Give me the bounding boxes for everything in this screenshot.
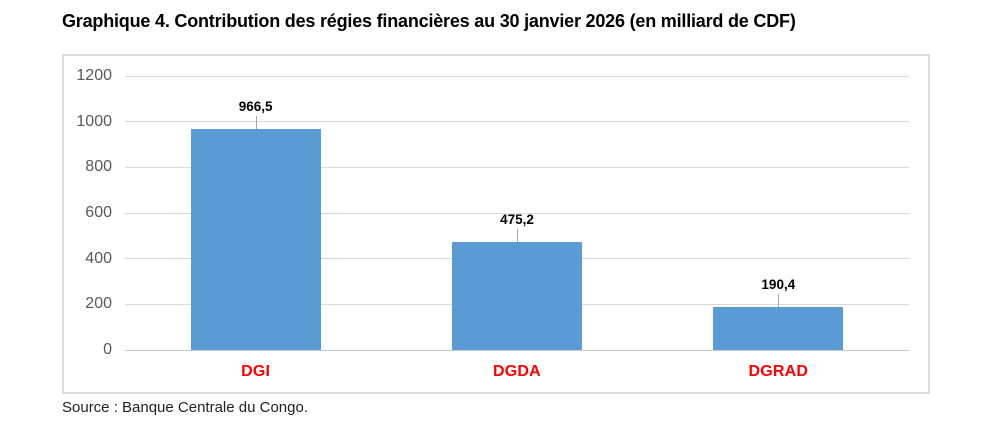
data-label-leader-DGI (255, 116, 257, 130)
gridline-0 (125, 349, 909, 351)
gridline-1000 (125, 121, 909, 123)
y-tick-label-1000: 1000 (76, 112, 112, 130)
chart-frame: 0 200 400 600 800 1000 1200 966,5 475,2 190,4 DG… (62, 54, 930, 394)
category-label-DGDA: DGDA (493, 363, 541, 380)
gridline-1200 (125, 75, 909, 77)
y-tick-label-0: 0 (103, 341, 112, 358)
category-label-DGI: DGI (241, 363, 271, 380)
y-tick-label-800: 800 (85, 158, 112, 176)
source-note: Source : Banque Centrale du Congo. (62, 399, 308, 416)
y-tick-label-200: 200 (85, 295, 112, 313)
bar-DGI (190, 129, 321, 350)
data-label-leader-DGDA (517, 228, 518, 242)
y-tick-label-600: 600 (85, 204, 112, 221)
gridline-600 (125, 212, 909, 214)
y-axis: 0 200 400 600 800 1000 1200 (64, 67, 112, 358)
bar-DGDA (452, 241, 582, 350)
x-axis: DGI DGDA DGRAD (125, 350, 909, 392)
data-label-DGI: 966,5 (238, 99, 273, 115)
plot-area: 966,5 475,2 190,4 (125, 75, 909, 351)
category-label-DGRAD: DGRAD (748, 363, 809, 380)
y-tick-label-1200: 1200 (76, 67, 112, 84)
y-tick-label-400: 400 (85, 249, 112, 267)
data-label-DGRAD: 190,4 (761, 276, 796, 292)
data-label-DGDA: 475,2 (500, 211, 534, 227)
bar-DGRAD (713, 306, 844, 350)
data-label-leader-DGRAD (778, 293, 780, 307)
gridline-800 (125, 166, 909, 168)
chart-title: Graphique 4. Contribution des régies fin… (62, 11, 796, 31)
